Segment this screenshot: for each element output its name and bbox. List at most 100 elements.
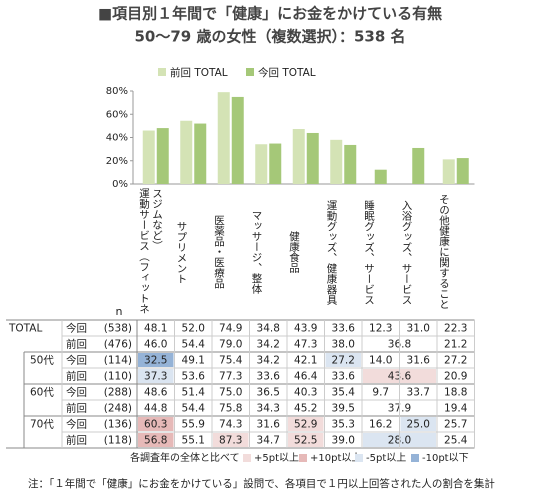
row-n: (538): [104, 323, 132, 335]
cell-value: 46.4: [294, 371, 318, 383]
cell-value: 14.0: [369, 355, 392, 367]
cell-value: 38.0: [332, 339, 355, 351]
cell-value: 79.0: [219, 339, 242, 351]
cell-value: 52.9: [294, 419, 317, 431]
cell-value: 54.4: [182, 339, 206, 351]
cell-value: 55.9: [182, 419, 205, 431]
bar: [255, 144, 268, 184]
n-label: n: [116, 305, 123, 318]
category-label: その他健康に関すること: [438, 194, 450, 310]
shade-label: -10pt以下: [422, 453, 469, 464]
cell-value: 48.6: [144, 387, 168, 399]
cell-value: 40.3: [294, 387, 317, 399]
cell-value: 77.3: [219, 371, 242, 383]
cell-value: 18.8: [444, 387, 467, 399]
row-wave: 今回: [66, 418, 87, 431]
legend-swatch: [158, 68, 166, 76]
cell-value: 39.5: [332, 403, 355, 415]
cell-value: 32.5: [144, 355, 167, 367]
cell-shade: [138, 433, 174, 447]
row-group: TOTAL: [8, 323, 42, 335]
row-n: (110): [104, 371, 132, 383]
cell-value: 35.4: [332, 387, 356, 399]
bar: [374, 169, 387, 184]
chart-subtitle: 50～79 歳の女性（複数選択）：538 名: [134, 28, 405, 46]
cell-value: 53.6: [182, 371, 206, 383]
row-wave: 前回: [66, 434, 87, 447]
y-tick-label: 60%: [106, 109, 128, 120]
cell-value: 44.8: [144, 403, 167, 415]
cell-value: 49.1: [182, 355, 205, 367]
row-n: (136): [104, 419, 132, 431]
bar: [269, 143, 282, 184]
category-label: 入浴グッズ、サービス: [400, 199, 413, 305]
row-wave: 今回: [66, 322, 87, 335]
bar: [142, 130, 155, 184]
cell-shade: [138, 417, 174, 431]
cell-value: 47.3: [294, 339, 317, 351]
cell-value: 52.0: [182, 323, 205, 335]
row-n: (118): [104, 435, 132, 447]
y-tick-label: 80%: [106, 86, 128, 97]
cell-value: 25.4: [444, 435, 468, 447]
cell-value: 33.6: [332, 323, 356, 335]
cell-value: 34.2: [257, 339, 280, 351]
shade-swatch: [355, 454, 363, 462]
bar: [456, 158, 469, 184]
cell-value: 34.7: [257, 435, 280, 447]
shade-label: -5pt以上: [366, 452, 406, 464]
cell-value: 35.3: [332, 419, 355, 431]
cell-value: 46.0: [144, 339, 167, 351]
row-n: (476): [104, 339, 132, 351]
cell-shade: [288, 417, 324, 431]
cell-value: 39.0: [332, 435, 355, 447]
cell-value: 22.3: [444, 323, 467, 335]
bar: [412, 147, 425, 184]
row-n: (114): [104, 355, 132, 367]
cell-value: 75.4: [219, 355, 243, 367]
y-tick-label: 0%: [112, 179, 128, 190]
cell-shade: [288, 433, 324, 447]
cell-value: 33.6: [257, 371, 281, 383]
category-label: サプリメント: [175, 220, 188, 284]
bar: [231, 96, 244, 184]
cell-value: 16.2: [369, 419, 392, 431]
cell-value: 54.4: [182, 403, 206, 415]
category-label: マッサージ、整体: [250, 210, 263, 294]
legend-label: 前回 TOTAL: [170, 66, 228, 79]
legend-label: 今回 TOTAL: [258, 66, 316, 79]
bar: [217, 92, 230, 184]
cell-value: 43.9: [294, 323, 317, 335]
cell-value: 31.0: [407, 323, 430, 335]
chart-title: ■項目別１年間で「健康」にお金をかけている有無: [98, 5, 442, 23]
cell-shade: [138, 353, 174, 367]
cell-value: 34.2: [257, 355, 280, 367]
cell-value: 25.0: [407, 419, 430, 431]
cell-value: 51.4: [182, 387, 206, 399]
cell-value: 42.1: [294, 355, 317, 367]
cell-value: 19.4: [444, 403, 468, 415]
cell-value: 21.2: [444, 339, 467, 351]
table-legend-title: 各調査年の全体と比べて: [130, 451, 240, 464]
row-n: (248): [104, 403, 132, 415]
row-wave: 前回: [66, 338, 87, 351]
cell-shade: [138, 369, 174, 383]
cell-value: 9.7: [372, 387, 389, 399]
shade-swatch: [243, 454, 251, 462]
cell-value: 74.9: [219, 323, 242, 335]
cell-value: 27.2: [444, 355, 467, 367]
legend-swatch: [246, 68, 254, 76]
bar: [194, 123, 207, 184]
cell-value: 55.1: [182, 435, 205, 447]
cell-value: 74.3: [219, 419, 242, 431]
note: 注：「１年間で「健康」にお金をかけている」設問で、各項目で１円以上回答された人の…: [28, 477, 495, 490]
bar: [156, 128, 169, 184]
y-tick-label: 20%: [106, 156, 128, 167]
cell-shade: [325, 353, 361, 367]
cell-value: 75.0: [219, 387, 242, 399]
row-group: 50代: [30, 355, 54, 367]
bar: [344, 144, 357, 184]
cell-value: 31.6: [257, 419, 281, 431]
row-wave: 今回: [66, 386, 87, 399]
